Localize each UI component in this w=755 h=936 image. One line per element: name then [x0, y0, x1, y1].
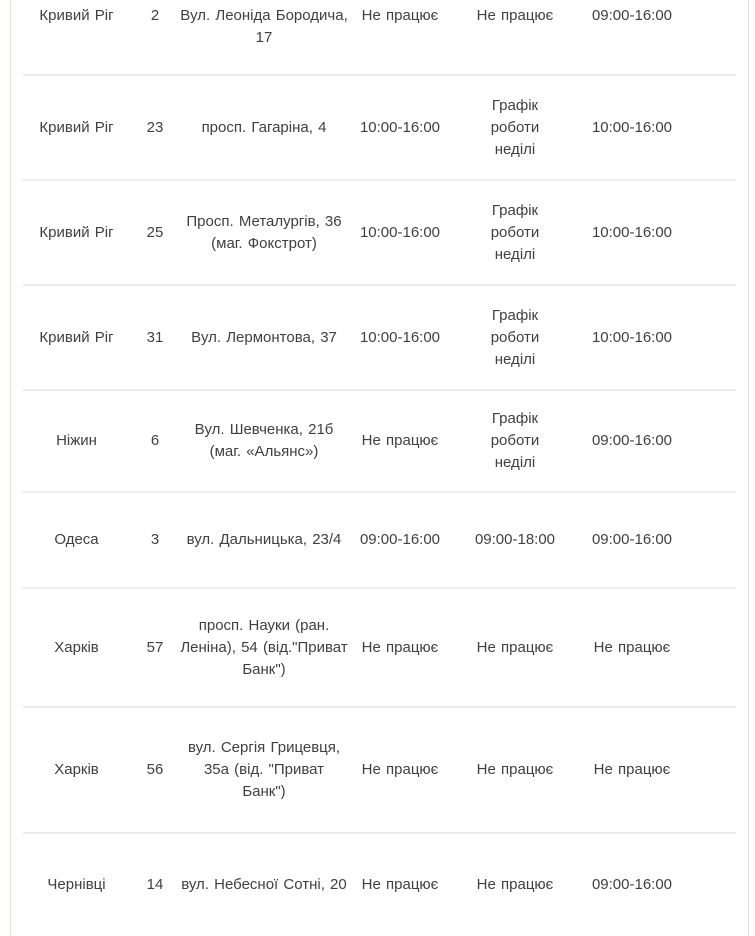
schedule-2-cell: Графік роботи неділі: [452, 179, 578, 285]
schedule-3-cell: 09:00-16:00: [591, 7, 673, 24]
schedule-2-cell: Не працює: [452, 832, 578, 936]
schedule-2-cell: Не працює: [452, 0, 578, 75]
row-spacer: [686, 587, 736, 707]
schedule-2-value: Графік роботи неділі: [490, 201, 540, 263]
address-cell: вул. Дальницька, 23/4: [180, 491, 348, 588]
schedule-1-cell: Не працює: [348, 832, 452, 936]
schedule-3-cell: Не працює: [578, 706, 686, 833]
row-spacer: [686, 0, 736, 75]
row-spacer: [686, 389, 736, 492]
branch-number-cell: 3: [130, 491, 180, 588]
schedule-3-cell: Не працює: [578, 587, 686, 707]
branch-row: Одеса 3 вул. Дальницька, 23/4 09:00-16:0…: [23, 491, 736, 588]
branch-number-cell: 31: [130, 284, 180, 390]
address-cell: Вул. Лермонтова, 37: [180, 284, 348, 390]
schedule-2-value: Не працює: [476, 7, 554, 25]
row-spacer: [686, 284, 736, 390]
schedule-1-cell: Не працює: [348, 706, 452, 833]
schedule-2-cell: Графік роботи неділі: [452, 74, 578, 180]
branch-row: Харків 57 просп. Науки (ран. Леніна), 54…: [23, 587, 736, 707]
address-cell: просп. Науки (ран. Леніна), 54 (від."При…: [180, 587, 348, 707]
schedule-1-cell: Не працює: [348, 587, 452, 707]
branches-table-panel: Кривий Ріг 2 Вул. Леоніда Бородича, 17 Н…: [10, 0, 749, 936]
branch-row: Кривий Ріг 23 просп. Гагаріна, 4 10:00-1…: [23, 74, 736, 180]
schedule-1-cell: Не працює: [348, 389, 452, 492]
branch-number-cell: 2: [150, 7, 160, 24]
address-cell: вул. Небесної Сотні, 20: [180, 832, 348, 936]
schedule-1-cell: 10:00-16:00: [348, 284, 452, 390]
city-cell: Кривий Ріг: [39, 7, 114, 24]
branch-row: Кривий Ріг 2 Вул. Леоніда Бородича, 17 Н…: [23, 0, 736, 75]
branches-table-body: Кривий Ріг 2 Вул. Леоніда Бородича, 17 Н…: [23, 0, 736, 936]
schedule-2-value: Не працює: [476, 761, 554, 779]
row-spacer: [686, 706, 736, 833]
city-cell: Кривий Ріг: [23, 284, 130, 390]
address-cell: вул. Сергія Грицевця, 35а (від. "Приват …: [180, 706, 348, 833]
branch-row: Харків 56 вул. Сергія Грицевця, 35а (від…: [23, 706, 736, 833]
city-cell: Кривий Ріг: [23, 74, 130, 180]
row-spacer: [686, 74, 736, 180]
row-spacer: [686, 832, 736, 936]
schedule-1-cell: 09:00-16:00: [348, 491, 452, 588]
schedule-3-cell: 09:00-16:00: [578, 389, 686, 492]
schedule-2-value: Не працює: [476, 876, 554, 894]
city-cell: Кривий Ріг: [23, 179, 130, 285]
city-cell: Одеса: [23, 491, 130, 588]
schedule-2-cell: Графік роботи неділі: [452, 389, 578, 492]
schedule-3-cell: 10:00-16:00: [578, 179, 686, 285]
address-cell: Вул. Шевченка, 21б (маг. «Альянс»): [180, 389, 348, 492]
schedule-2-value: Не працює: [476, 638, 554, 656]
schedule-3-cell: 09:00-16:00: [578, 832, 686, 936]
schedule-2-value: Графік роботи неділі: [490, 410, 540, 471]
city-cell: Чернівці: [23, 832, 130, 936]
schedule-2-cell: Графік роботи неділі: [452, 284, 578, 390]
schedule-2-cell: Не працює: [452, 587, 578, 707]
city-cell: Харків: [23, 587, 130, 707]
branch-row: Кривий Ріг 31 Вул. Лермонтова, 37 10:00-…: [23, 284, 736, 390]
branch-number-cell: 6: [130, 389, 180, 492]
schedule-3-cell: 10:00-16:00: [578, 74, 686, 180]
branch-row: Ніжин 6 Вул. Шевченка, 21б (маг. «Альянс…: [23, 389, 736, 492]
schedule-2-value: 09:00-18:00: [474, 531, 556, 549]
schedule-1-cell: 10:00-16:00: [348, 74, 452, 180]
schedule-1-cell: 10:00-16:00: [348, 179, 452, 285]
branch-number-cell: 14: [130, 832, 180, 936]
branch-number-cell: 57: [130, 587, 180, 707]
city-cell: Харків: [23, 706, 130, 833]
schedule-2-value: Графік роботи неділі: [490, 96, 540, 158]
city-cell: Ніжин: [23, 389, 130, 492]
schedule-2-value: Графік роботи неділі: [490, 306, 540, 368]
branch-number-cell: 56: [130, 706, 180, 833]
schedule-3-cell: 09:00-16:00: [578, 491, 686, 588]
branch-number-cell: 23: [130, 74, 180, 180]
schedule-3-cell: 10:00-16:00: [578, 284, 686, 390]
schedule-2-cell: 09:00-18:00: [452, 491, 578, 588]
branches-schedule-table: Кривий Ріг 2 Вул. Леоніда Бородича, 17 Н…: [23, 0, 736, 936]
address-cell: Вул. Леоніда Бородича, 17: [180, 7, 348, 46]
branch-number-cell: 25: [130, 179, 180, 285]
schedule-2-cell: Не працює: [452, 706, 578, 833]
schedule-1-cell: Не працює: [361, 7, 439, 24]
row-spacer: [686, 179, 736, 285]
address-cell: просп. Гагаріна, 4: [180, 74, 348, 180]
branch-row: Чернівці 14 вул. Небесної Сотні, 20 Не п…: [23, 832, 736, 936]
branch-row: Кривий Ріг 25 Просп. Металургів, 36 (маг…: [23, 179, 736, 285]
row-spacer: [686, 491, 736, 588]
address-cell: Просп. Металургів, 36 (маг. Фокстрот): [180, 179, 348, 285]
